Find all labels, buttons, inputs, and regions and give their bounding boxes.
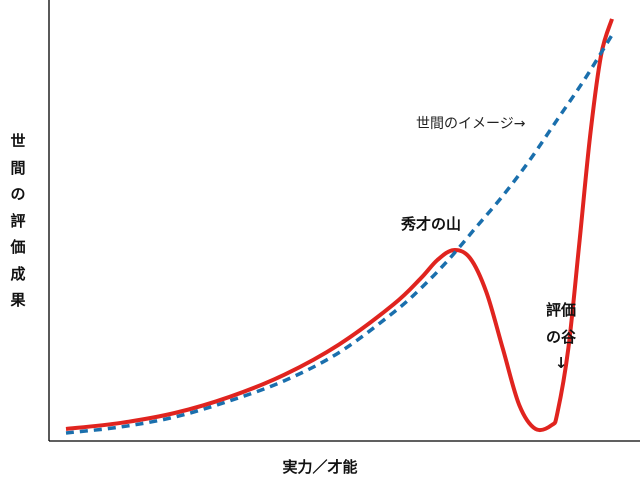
public-image-annotation: 世間のイメージ→ — [416, 116, 526, 132]
series-layer — [65, 18, 614, 435]
x-axis-label: 実力／才能 — [282, 458, 358, 476]
series-line-public-image — [65, 34, 614, 435]
peak-annotation: 秀才の山 — [401, 215, 462, 233]
series-line-actual-evaluation — [65, 18, 614, 433]
valley-annotation: 評価の谷↓ — [546, 301, 577, 372]
y-axis-label: 世間の評価成果 — [10, 132, 26, 309]
